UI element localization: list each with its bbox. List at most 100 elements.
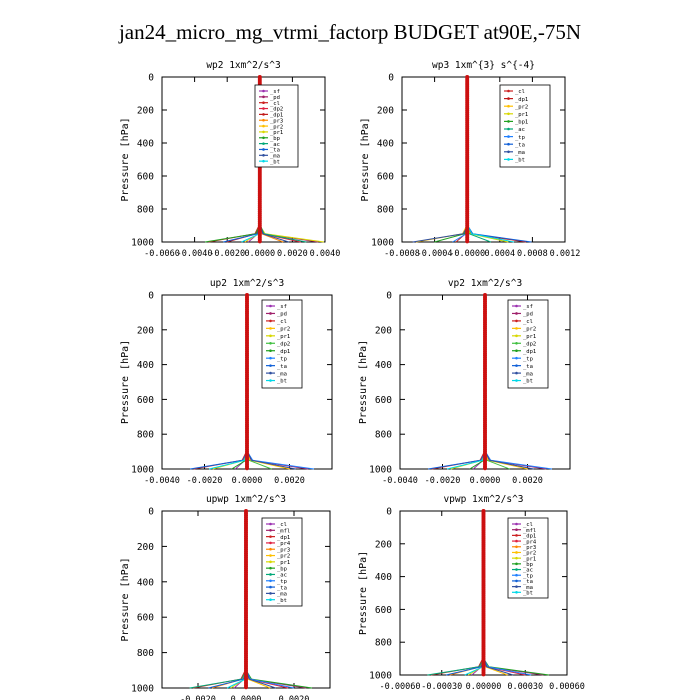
legend: _sf _pd_cl _pr2_pr1_dp2 _dp1_tp _ta_ma _bt [261,299,303,389]
series-line [231,295,248,470]
legend-swatch-marker [269,304,272,308]
series-line [430,511,484,676]
legend-swatch-marker [515,556,518,560]
y-tick-label: 1000 [131,684,154,695]
x-tick-label: -0.0040 [144,476,180,486]
legend-label: _bp [277,566,287,572]
legend-swatch-marker [515,379,518,382]
legend-label: _cl [515,89,525,95]
x-tick-label: 0.00000 [466,682,502,692]
legend-label: _pr1 [523,556,536,562]
y-tick-label: 0 [148,73,154,84]
y-tick-label: 0 [388,73,394,84]
legend-label: _pr3 [523,545,536,551]
legend: _cl_mfl_dp1_pr4_pr3_pr2_pr1_bp_ac_tp_ta_… [261,517,303,607]
series-line [449,511,484,676]
series-line [445,511,485,676]
panel-title: wp3 1xm^{3} s^{-4} [432,60,535,71]
legend-label: _pr2 [270,124,283,130]
legend-swatch-marker [269,566,272,570]
legend-label: _pd [277,312,287,318]
legend-label: _pr2 [515,104,528,110]
legend: _sf _pd_cl _pr2_pr1_dp2 _dp1_tp _ta_ma _bt [507,299,549,389]
legend-swatch-marker [507,89,510,93]
legend-swatch-marker [269,554,272,557]
legend-swatch-marker [507,135,510,138]
legend-swatch-marker [262,142,265,145]
panel-title: up2 1xm^2/s^3 [210,278,284,289]
x-tick-label: 0.0020 [279,695,310,700]
legend-label: _pr1 [277,334,290,340]
legend-swatch-marker [269,592,272,595]
x-tick-label: 0.0020 [274,476,305,486]
legend-swatch-marker [262,124,265,128]
series-line [233,511,246,689]
legend-label: _pr3 [270,118,283,124]
legend-swatch-marker [515,573,518,577]
y-tick-label: 400 [375,360,392,371]
legend-swatch-marker [507,97,510,100]
series-line [455,77,467,243]
legend-swatch-marker [269,535,272,538]
legend-label: _dp1 [523,349,536,355]
series-line [472,295,485,470]
legend-swatch-marker [507,142,510,146]
legend-swatch-marker [269,379,272,382]
legend-label: _ac [523,568,533,574]
series-line [208,77,260,243]
x-tick-label: -0.0040 [177,249,213,259]
figure-title: jan24_micro_mg_vtrmi_factorp BUDGET at90… [118,20,582,44]
plot-frame [401,76,566,243]
legend-swatch-marker [262,159,265,163]
x-tick-label: 0.0040 [310,249,341,259]
legend-swatch-marker [269,364,272,367]
y-tick-label: 0 [148,291,154,302]
y-tick-label: 800 [137,430,154,441]
y-axis-label: Pressure [hPa] [360,117,371,201]
legend-label: _dp1 [515,97,528,103]
legend-swatch-marker [269,598,272,601]
legend-swatch-marker [262,136,265,140]
series-line [452,77,468,243]
panel-title: vpwp 1xm^2/s^3 [443,494,523,505]
legend-swatch-marker [262,89,265,93]
legend-label: _ta [523,364,533,370]
x-tick-label: -0.0060 [144,249,180,259]
y-tick-label: 800 [377,205,394,216]
legend-swatch-marker [515,591,518,594]
series-line [226,77,260,243]
x-tick-label: 0.00060 [549,682,585,692]
legend-swatch-marker [515,334,518,338]
y-tick-label: 600 [137,395,154,406]
legend-label: _dp2 [270,107,283,113]
legend-label: _pd [523,312,533,318]
legend-label: _mfl [277,529,290,535]
y-tick-label: 400 [375,572,392,583]
x-tick-label: 0.0020 [512,476,543,486]
legend-label: _ma [523,585,533,591]
y-tick-label: 800 [375,638,392,649]
legend-swatch-marker [269,356,272,360]
panel-title: wp2 1xm^2/s^3 [206,60,280,71]
legend-swatch-marker [269,573,272,576]
x-tick-label: -0.0000 [449,249,485,259]
legend-swatch-marker [515,522,518,526]
chart-panel-3: up2 1xm^2/s^3 Pressure [hPa] 0 200 400 600 800… [120,278,333,486]
legend-swatch-marker [515,327,518,330]
y-tick-label: 200 [377,106,394,117]
y-tick-label: 0 [148,507,154,518]
legend-label: _tp [523,356,533,362]
legend-swatch-marker [262,118,265,122]
legend-swatch-marker [269,529,272,532]
legend-label: _tp [277,356,287,362]
legend-label: _tp [523,573,533,579]
series-line [446,295,487,470]
legend-swatch-marker [515,304,518,308]
series-marker [483,466,487,471]
legend-label: _ta [277,585,287,591]
legend-label: _pr1 [270,130,283,136]
legend-label: _ac [270,142,280,148]
legend-label: _ta [515,142,525,148]
x-tick-label: -0.00060 [380,682,421,692]
